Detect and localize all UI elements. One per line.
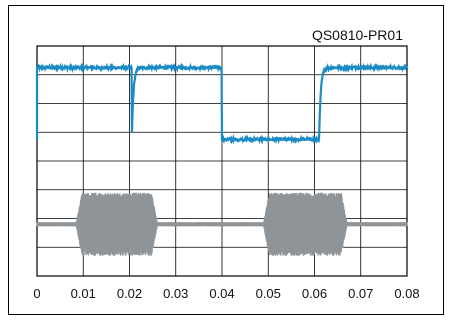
square-wave-series (35, 62, 408, 145)
x-tick-labels: 0 0.01 0.02 0.03 0.04 0.05 0.06 0.07 0.08 (33, 286, 419, 301)
burst-series (36, 192, 408, 256)
x-tick-label: 0.02 (117, 286, 142, 301)
x-tick-label: 0.06 (302, 286, 327, 301)
x-tick-label: 0.01 (71, 286, 96, 301)
x-tick-label: 0 (33, 286, 40, 301)
x-tick-label: 0.08 (394, 286, 419, 301)
x-tick-label: 0.07 (348, 286, 373, 301)
chart-frame: 0 0.01 0.02 0.03 0.04 0.05 0.06 0.07 0.08 QS0810… (8, 5, 444, 315)
chart-annotation: QS0810-PR01 (312, 27, 403, 43)
x-tick-label: 0.04 (209, 286, 234, 301)
x-tick-label: 0.03 (163, 286, 188, 301)
x-tick-label: 0.05 (256, 286, 281, 301)
chart: 0 0.01 0.02 0.03 0.04 0.05 0.06 0.07 0.08 QS0810… (33, 27, 419, 301)
